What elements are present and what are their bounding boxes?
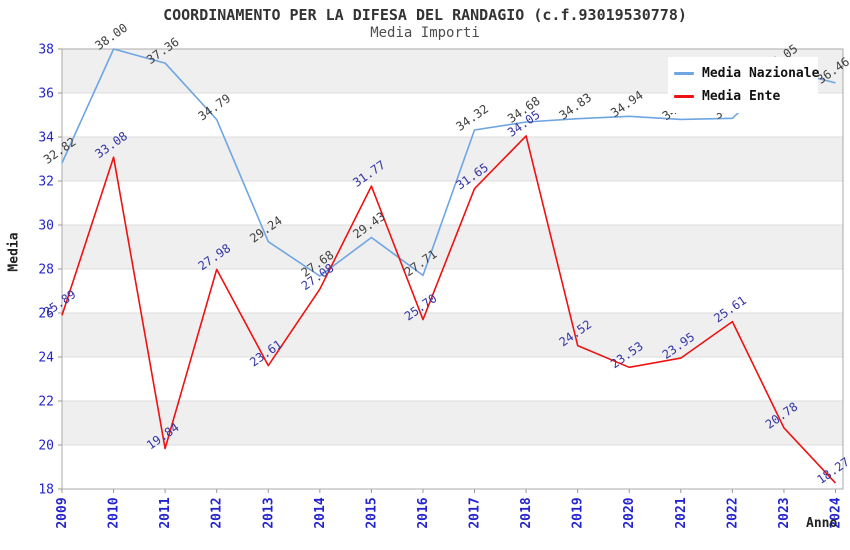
legend-label-nazionale: Media Nazionale [702,66,820,82]
x-tick-label: 2009 [55,497,70,528]
x-tick-label: 2017 [468,497,483,528]
legend-item-nazionale: Media Nazionale [674,66,820,82]
plot-band [62,269,843,313]
x-tick-label: 2011 [158,497,173,528]
nazionale-line-swatch [674,72,694,76]
y-tick-label: 28 [38,263,54,278]
point-label: 38.00 [92,21,130,53]
y-tick-label: 24 [38,351,54,366]
x-tick-label: 2012 [210,497,225,528]
y-tick-label: 20 [38,439,54,454]
y-tick-label: 38 [38,43,54,58]
plot-band [62,445,843,489]
chart-title: COORDINAMENTO PER LA DIFESA DEL RANDAGIO… [163,6,687,24]
legend-item-ente: Media Ente [674,89,818,104]
ente-line-swatch [674,94,694,98]
plot-band [62,225,843,269]
plot-band [62,181,843,225]
x-tick-label: 2015 [364,497,379,528]
plot-band [62,137,843,181]
y-tick-label: 26 [38,307,54,322]
legend-label-ente: Media Ente [702,88,781,104]
x-tick-label: 2020 [622,497,637,528]
x-tick-label: 2014 [313,497,328,528]
x-tick-label: 2019 [571,497,586,528]
y-tick-label: 22 [38,395,54,410]
y-tick-label: 32 [38,175,54,190]
x-tick-label: 2022 [725,497,740,528]
chart-subtitle: Media Importi [370,25,480,41]
x-tick-label: 2021 [674,497,689,528]
plot-band [62,401,843,445]
y-tick-label: 34 [38,131,54,146]
y-tick-label: 36 [38,87,54,102]
y-tick-label: 18 [38,483,54,498]
y-tick-label: 30 [38,219,54,234]
plot-band [62,357,843,401]
x-tick-label: 2010 [107,497,122,528]
legend: Media Nazionale Media Ente [668,57,820,113]
x-tick-label: 2023 [777,497,792,528]
series-line [61,135,837,484]
x-tick-label: 2013 [261,497,276,528]
x-tick-label: 2018 [519,497,534,528]
x-axis-title: Anno [806,516,838,531]
x-tick-label: 2024 [829,497,844,528]
series-line [61,48,836,277]
x-tick-label: 2016 [416,497,431,528]
